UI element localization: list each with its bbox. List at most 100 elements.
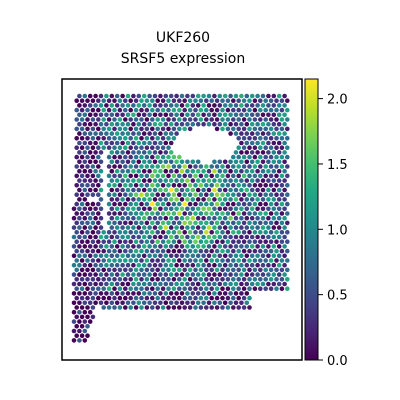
expression-spot [266,234,271,240]
expression-spot [247,201,252,207]
expression-spot [195,93,201,99]
expression-spot [74,145,79,150]
expression-spot [241,117,247,122]
expression-spot [166,192,171,197]
expression-spot [177,258,182,263]
expression-spot [79,136,85,141]
expression-spot [106,145,112,150]
expression-spot [260,281,266,287]
expression-spot [260,234,266,240]
expression-spot [239,272,244,277]
expression-spot [266,272,271,277]
expression-spot [244,187,250,193]
expression-spot [268,211,274,216]
expression-spot [236,183,241,188]
expression-spot [168,178,174,183]
expression-spot [120,253,125,259]
expression-spot [117,220,123,226]
expression-spot [260,121,266,127]
expression-spot [147,234,152,240]
expression-spot [112,277,117,282]
expression-spot [125,234,131,240]
expression-spot [171,277,177,282]
expression-spot [93,272,98,277]
expression-spot [71,234,77,240]
expression-spot [279,117,285,122]
expression-spot [195,168,201,174]
expression-spot [120,93,125,99]
expression-spot [182,230,187,235]
expression-spot [85,267,90,273]
expression-spot [82,253,88,259]
expression-spot [85,258,90,263]
expression-spot [147,131,152,136]
expression-spot [87,234,93,240]
expression-spot [179,197,185,202]
expression-spot [136,112,142,118]
expression-spot [93,178,98,183]
expression-spot [96,164,101,169]
expression-spot [139,211,144,216]
expression-spot [168,103,174,108]
expression-spot [201,262,206,268]
expression-spot [166,267,171,273]
expression-spot [179,93,185,99]
expression-spot [131,253,136,259]
expression-spot [96,126,101,132]
expression-spot [174,168,179,174]
expression-spot [279,136,285,141]
expression-spot [239,262,244,268]
expression-spot [147,178,152,183]
expression-spot [276,206,282,212]
expression-spot [120,281,125,287]
expression-spot [77,225,82,230]
expression-spot [233,93,239,99]
expression-spot [274,107,279,113]
colorbar-tick-label: 0.0 [327,354,348,369]
expression-spot [109,215,115,221]
expression-spot [225,164,231,169]
expression-spot [141,112,147,118]
expression-spot [112,286,117,292]
expression-spot [195,159,201,165]
expression-spot [198,305,204,310]
expression-spot [139,286,144,292]
expression-spot [212,121,217,127]
expression-spot [133,164,139,169]
expression-spot [112,267,117,273]
expression-spot [268,136,274,141]
expression-spot [266,112,271,118]
expression-spot [166,154,171,160]
expression-spot [236,277,241,282]
expression-spot [174,300,179,306]
expression-spot [233,234,239,240]
expression-spot [74,267,79,273]
expression-spot [263,201,269,207]
expression-spot [182,183,187,188]
expression-spot [85,183,90,188]
expression-spot [236,145,241,150]
expression-spot [171,239,177,244]
expression-spot [93,150,98,155]
expression-spot [155,211,160,216]
expression-spot [228,291,233,296]
expression-spot [79,333,85,339]
expression-spot [252,211,258,216]
expression-spot [225,98,231,103]
expression-spot [120,159,125,165]
expression-spot [187,201,193,207]
expression-spot [155,201,160,207]
expression-spot [104,253,109,259]
expression-spot [276,103,282,108]
expression-spot [247,277,252,282]
expression-spot [187,295,193,301]
expression-spot [177,230,182,235]
expression-spot [249,197,255,202]
expression-spot [166,173,171,179]
expression-spot [104,140,109,146]
expression-spot [141,272,147,277]
expression-spot [109,150,115,155]
expression-spot [163,131,169,136]
expression-spot [204,295,209,301]
expression-spot [123,248,128,254]
